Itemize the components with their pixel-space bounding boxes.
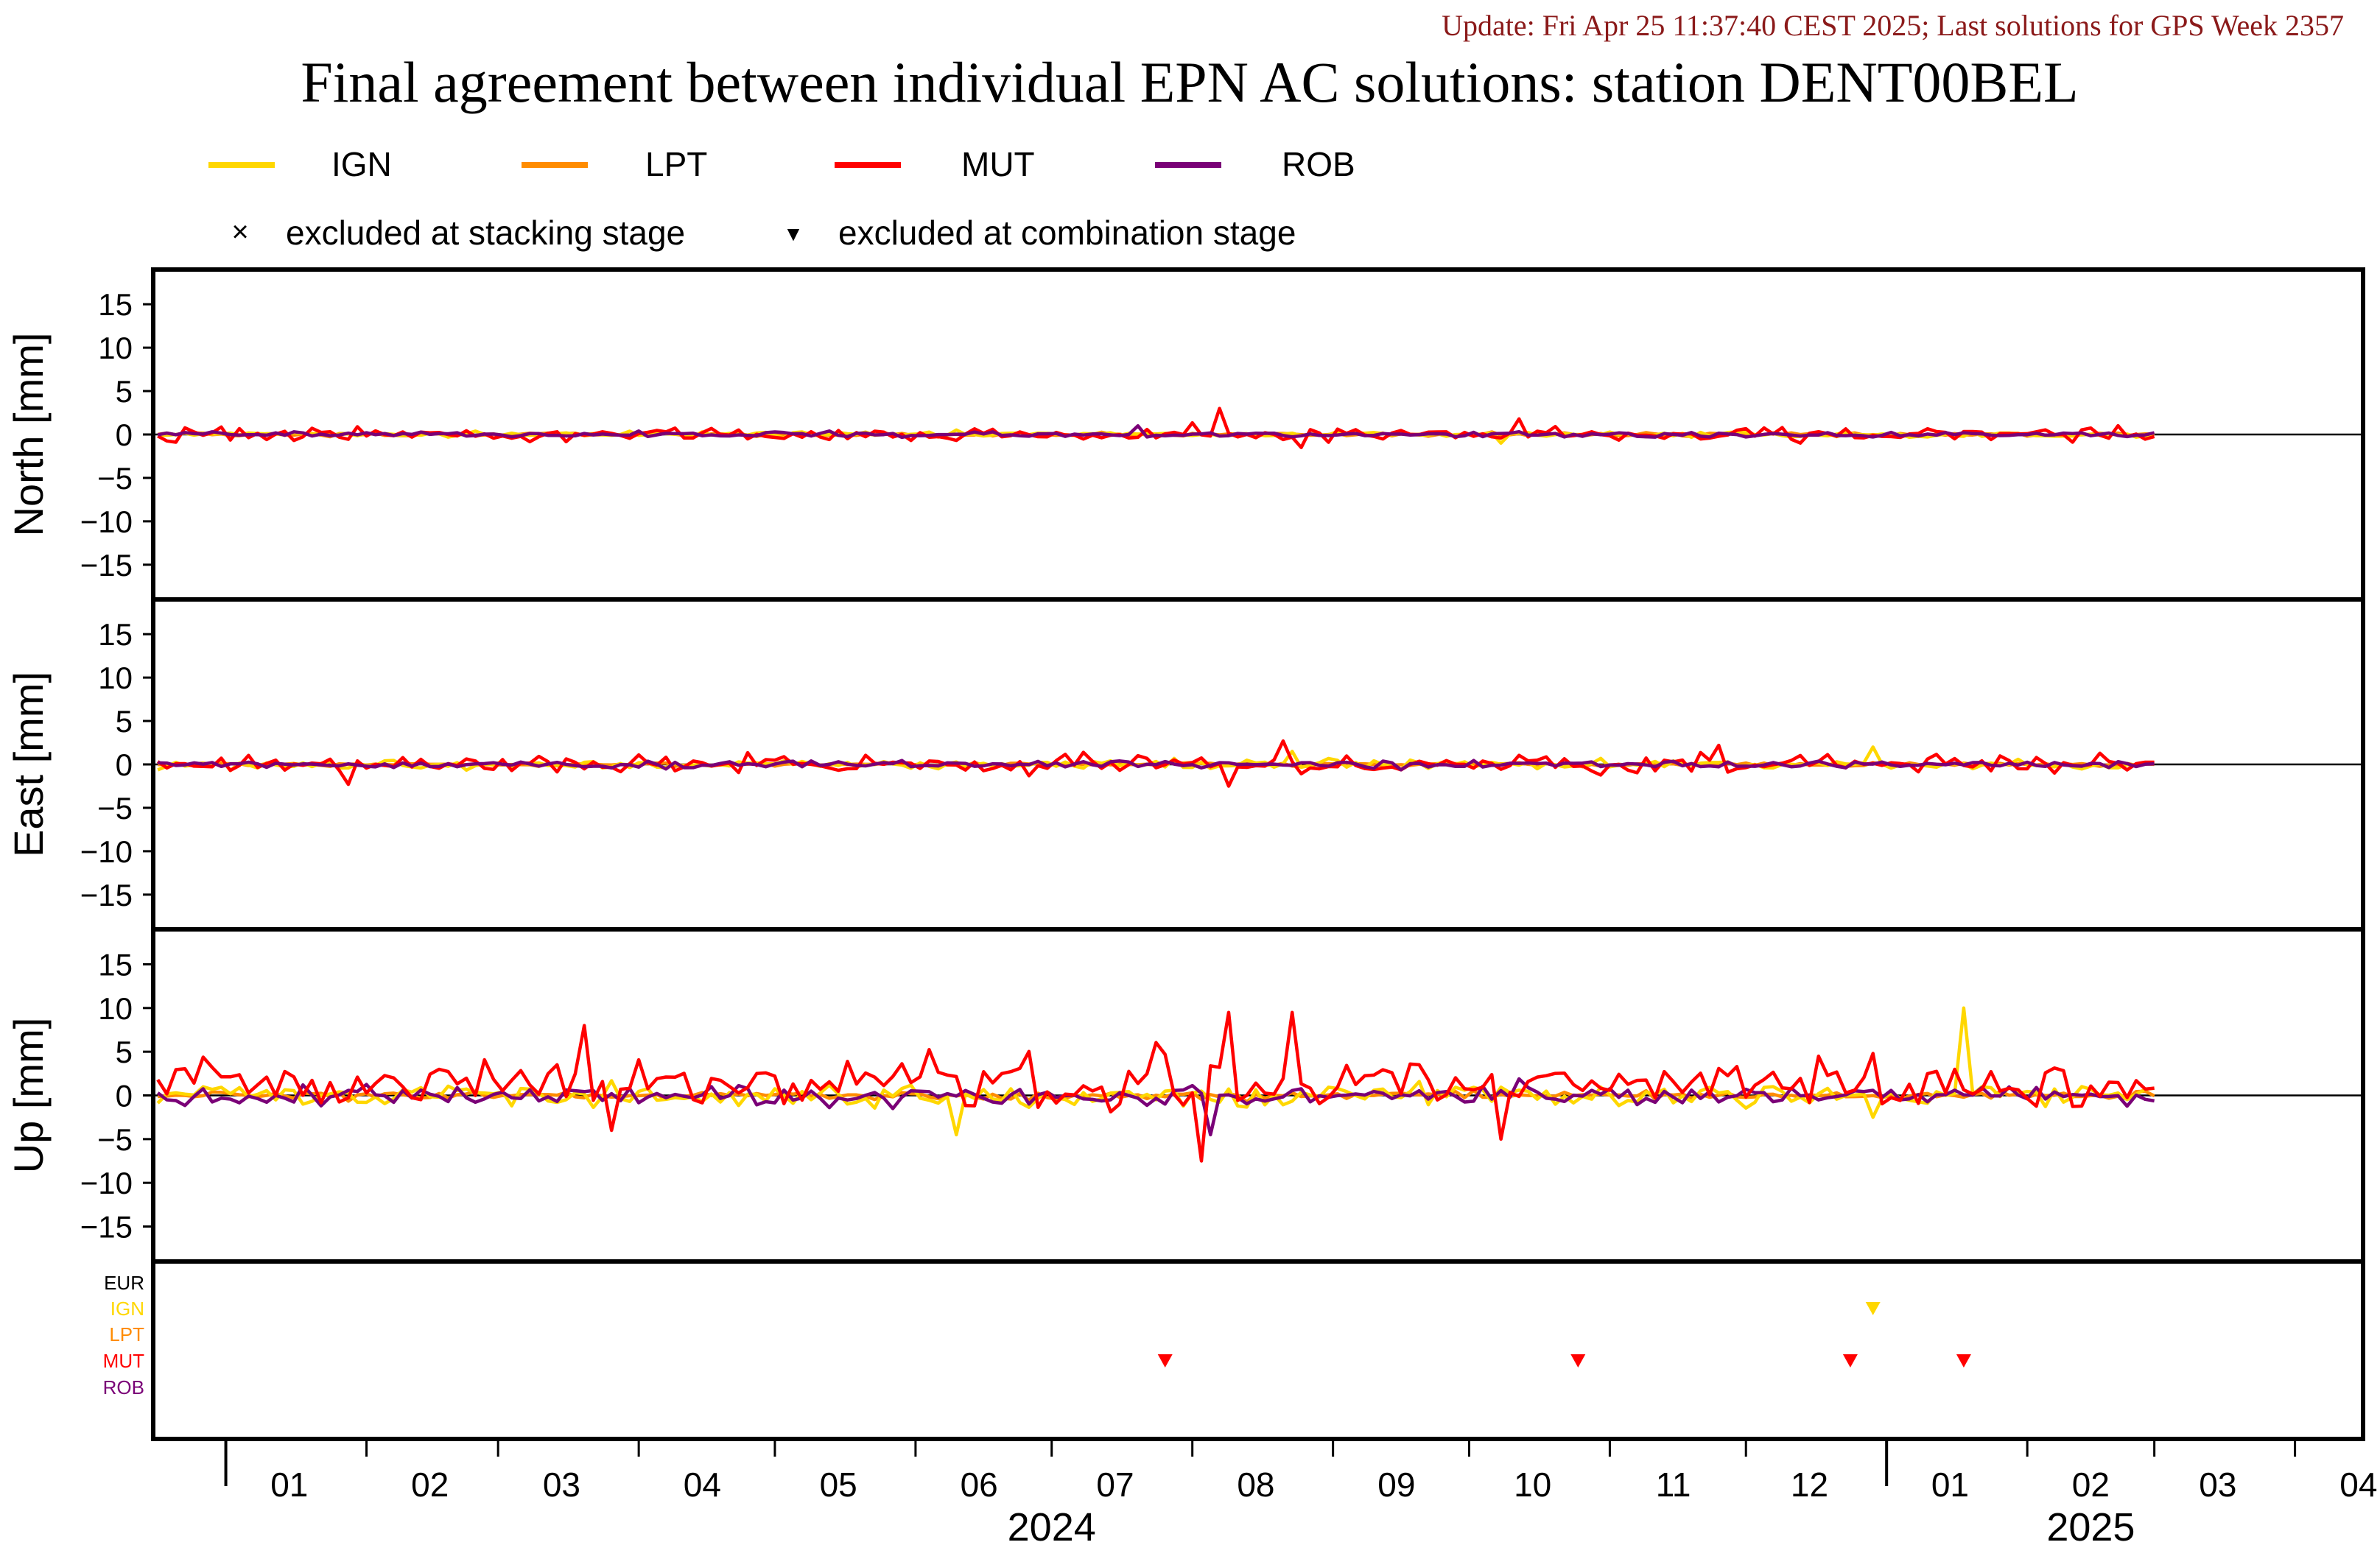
y-axis-label: East [mm] — [5, 672, 52, 857]
y-tick-label: 0 — [116, 1079, 133, 1113]
chart-title: Final agreement between individual EPN A… — [301, 50, 2078, 114]
update-timestamp: Update: Fri Apr 25 11:37:40 CEST 2025; L… — [1442, 9, 2344, 42]
series-line-ign — [156, 1006, 2155, 1137]
year-label: 2024 — [1008, 1505, 1096, 1545]
month-tick-label: 06 — [961, 1465, 998, 1504]
y-tick-label: 5 — [116, 374, 133, 409]
exclusion-row-label-rob: ROB — [103, 1376, 144, 1398]
y-tick-label: −5 — [97, 1122, 133, 1157]
y-tick-label: 10 — [98, 331, 133, 365]
month-tick-label: 08 — [1237, 1465, 1274, 1504]
month-tick-label: 09 — [1377, 1465, 1415, 1504]
month-tick-label: 02 — [2072, 1465, 2110, 1504]
series-line-mut — [156, 739, 2155, 788]
y-tick-label: 15 — [98, 947, 133, 982]
series-line-rob — [156, 1077, 2155, 1137]
series-line-ign — [157, 745, 2155, 772]
y-tick-label: 15 — [98, 617, 133, 652]
legend-excluded-combination: excluded at combination stage — [838, 214, 1296, 252]
series-line-rob — [157, 423, 2155, 440]
year-label: 2025 — [2046, 1505, 2135, 1545]
series-line-rob — [158, 759, 2155, 772]
exclusion-panel: EUR IGN LPT MUT ROB — [103, 1259, 2365, 1441]
panel-north: 15 10 5 0 −5 −10 −15 North [mm] — [5, 267, 2365, 602]
y-axis-label: North [mm] — [5, 333, 52, 537]
y-tick-label: −10 — [80, 834, 133, 869]
chart-panels: 15 10 5 0 −5 −10 −15 North [mm] 15 10 5 0 −5 −10 −15 Ea… — [5, 267, 2365, 1441]
exclusion-panel-frame — [151, 1259, 2365, 1441]
stacking-symbol: × — [231, 216, 248, 248]
exclusion-marker-mut — [1570, 1354, 1586, 1368]
legend-label-lpt: LPT — [645, 145, 707, 183]
x-axis: 01 02 03 04 05 06 07 08 09 10 11 12 01 02 03 04 2024 2025 — [224, 1439, 2377, 1545]
y-tick-label: −5 — [97, 791, 133, 826]
panel-up: 15 10 5 0 −5 −10 −15 Up [mm] — [5, 927, 2365, 1264]
legend: IGN LPT MUT ROB × excluded at stacking stage ▼… — [208, 145, 1355, 252]
exclusion-row-label-lpt: LPT — [109, 1323, 144, 1345]
y-tick-label: 0 — [116, 418, 133, 452]
exclusion-marker-mut — [1842, 1354, 1858, 1368]
month-tick-label: 11 — [1656, 1465, 1691, 1504]
month-tick-label: 07 — [1096, 1465, 1134, 1504]
y-tick-label: 10 — [98, 991, 133, 1026]
y-tick-label: −5 — [97, 461, 133, 496]
legend-label-ign: IGN — [331, 145, 392, 183]
y-tick-label: −10 — [80, 504, 133, 539]
month-tick-label: 05 — [820, 1465, 857, 1504]
exclusion-marker-mut — [1157, 1354, 1173, 1368]
y-tick-label: 10 — [98, 661, 133, 695]
month-tick-label: 01 — [270, 1465, 308, 1504]
month-tick-label: 10 — [1514, 1465, 1551, 1504]
month-tick-label: 03 — [543, 1465, 580, 1504]
series-line-mut — [157, 407, 2155, 449]
month-tick-label: 01 — [1931, 1465, 1969, 1504]
y-tick-label: −15 — [80, 878, 133, 912]
month-tick-label: 03 — [2199, 1465, 2236, 1504]
legend-label-mut: MUT — [961, 145, 1035, 183]
y-tick-label: −15 — [80, 548, 133, 583]
exclusion-marker-ign — [1865, 1302, 1881, 1315]
y-axis-label: Up [mm] — [5, 1018, 52, 1174]
month-tick-label: 02 — [411, 1465, 449, 1504]
legend-excluded-stacking: excluded at stacking stage — [286, 214, 685, 252]
y-tick-label: 0 — [116, 747, 133, 782]
y-tick-label: −15 — [80, 1210, 133, 1245]
panel-east: 15 10 5 0 −5 −10 −15 East [mm] — [5, 597, 2365, 932]
y-tick-label: 5 — [116, 704, 133, 739]
exclusion-row-label-ign: IGN — [110, 1298, 144, 1320]
month-tick-label: 04 — [2339, 1465, 2377, 1504]
y-tick-label: 5 — [116, 1035, 133, 1069]
month-tick-label: 04 — [684, 1465, 721, 1504]
y-tick-label: −10 — [80, 1166, 133, 1200]
legend-label-rob: ROB — [1282, 145, 1355, 183]
exclusion-marker-mut — [1956, 1354, 1971, 1368]
series-line-mut — [156, 1010, 2155, 1163]
combination-symbol: ▼ — [783, 222, 804, 245]
month-tick-label: 12 — [1791, 1465, 1828, 1504]
exclusion-row-label-mut: MUT — [103, 1350, 144, 1372]
y-tick-label: 15 — [98, 287, 133, 322]
exclusion-row-label-eur: EUR — [104, 1272, 144, 1294]
